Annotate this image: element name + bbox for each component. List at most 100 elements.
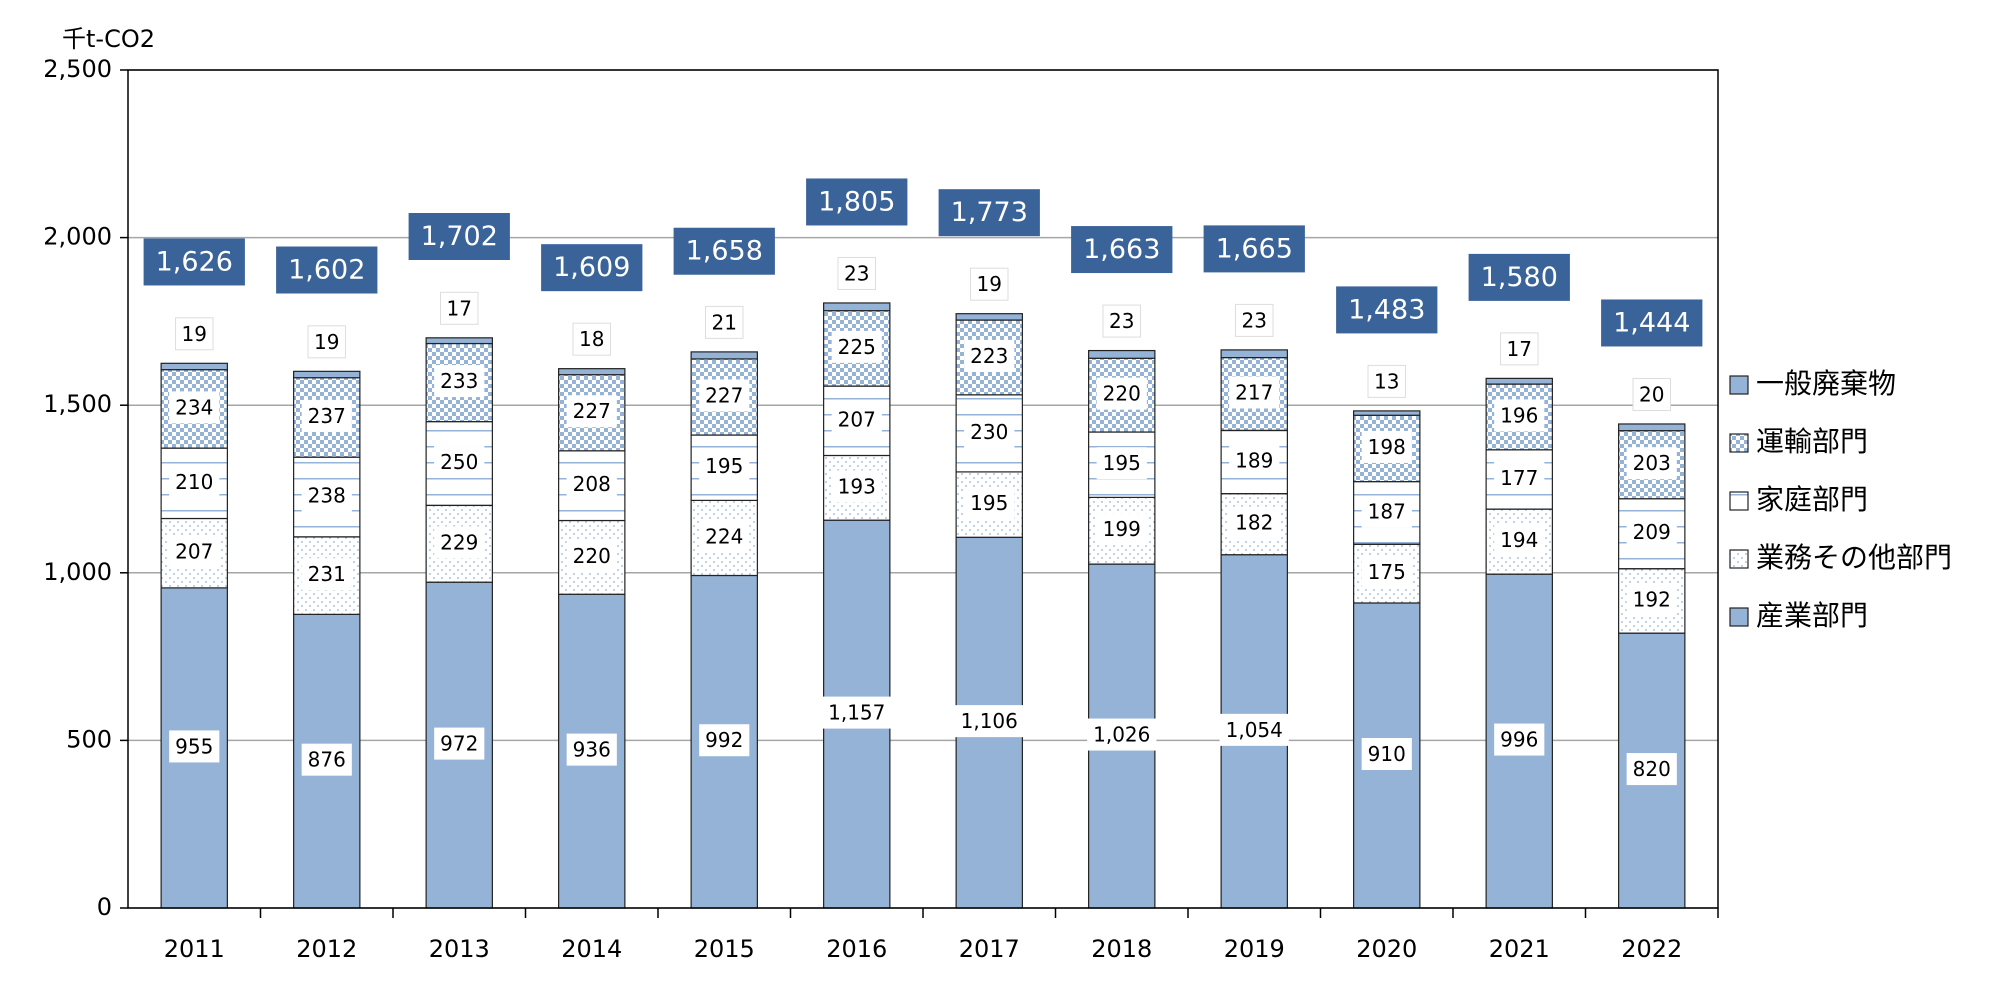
total-label: 1,663 xyxy=(1083,234,1160,265)
value-label-box xyxy=(831,330,882,363)
value-label-box xyxy=(434,526,485,559)
value-label-box xyxy=(434,446,485,479)
value-label-box xyxy=(1229,376,1280,409)
value-label: 182 xyxy=(1235,511,1273,535)
total-label: 1,580 xyxy=(1481,262,1558,293)
value-label-box xyxy=(1626,516,1677,549)
total-label-box xyxy=(673,227,775,275)
value-label: 19 xyxy=(182,322,207,346)
value-label: 175 xyxy=(1368,560,1406,584)
y-tick-label: 2,500 xyxy=(43,55,112,83)
value-label-box xyxy=(1494,524,1545,557)
total-label-box xyxy=(143,238,245,286)
value-label: 207 xyxy=(838,407,876,431)
value-label-box xyxy=(440,291,479,325)
bar-segment xyxy=(425,337,493,345)
value-label-box xyxy=(1494,399,1545,432)
value-label: 220 xyxy=(573,544,611,568)
value-label: 227 xyxy=(705,383,743,407)
total-label-box xyxy=(1601,299,1703,347)
value-label-box xyxy=(1494,461,1545,494)
value-label-box xyxy=(301,558,352,591)
value-label: 820 xyxy=(1633,757,1671,781)
value-label: 196 xyxy=(1500,403,1538,427)
value-label: 972 xyxy=(440,732,478,756)
value-label: 910 xyxy=(1368,742,1406,766)
bar-segment xyxy=(160,362,228,371)
value-label: 198 xyxy=(1368,435,1406,459)
y-unit: 千t-CO2 xyxy=(62,25,155,53)
value-label: 195 xyxy=(970,491,1008,515)
value-label-box xyxy=(572,322,611,356)
value-label-box xyxy=(964,487,1015,520)
total-label: 1,773 xyxy=(951,197,1028,228)
bar-segment xyxy=(823,302,891,312)
value-label: 224 xyxy=(705,524,743,548)
value-label-box xyxy=(566,468,617,501)
value-label: 177 xyxy=(1500,466,1538,490)
value-label: 194 xyxy=(1500,528,1538,552)
value-label-box xyxy=(837,256,876,290)
value-label: 208 xyxy=(573,472,611,496)
value-label: 936 xyxy=(573,738,611,762)
total-label: 1,609 xyxy=(553,252,630,283)
x-tick-label: 2019 xyxy=(1224,935,1285,963)
value-label-box xyxy=(1632,377,1671,411)
bar-segment xyxy=(1485,377,1553,385)
value-label-box xyxy=(1229,444,1280,477)
bar-segment xyxy=(690,351,758,360)
total-label: 1,602 xyxy=(288,255,365,286)
x-tick-label: 2014 xyxy=(561,935,622,963)
value-label: 238 xyxy=(308,484,346,508)
value-label-box xyxy=(1096,513,1147,546)
total-label: 1,483 xyxy=(1348,294,1425,325)
value-label-box xyxy=(699,450,750,483)
legend-swatch xyxy=(1729,607,1749,627)
value-label-box xyxy=(831,470,882,503)
legend-swatch xyxy=(1729,549,1749,569)
value-label: 13 xyxy=(1374,369,1399,393)
value-label-box xyxy=(301,399,352,432)
value-label: 195 xyxy=(705,454,743,478)
value-label-box xyxy=(566,733,617,766)
value-label-box xyxy=(1102,304,1141,338)
value-label-box xyxy=(822,696,892,729)
value-label-box xyxy=(1626,447,1677,480)
bar-segment xyxy=(955,313,1023,321)
value-label-box xyxy=(169,391,220,424)
bar-segment xyxy=(1088,349,1156,359)
value-label-box xyxy=(699,520,750,553)
value-label: 237 xyxy=(308,404,346,428)
value-label-box xyxy=(1361,556,1412,589)
value-label-box xyxy=(175,317,214,351)
bar-segment xyxy=(1353,410,1421,416)
value-label: 195 xyxy=(1103,451,1141,475)
legend-label: 産業部門 xyxy=(1756,599,1868,632)
value-label: 17 xyxy=(447,296,472,320)
value-label: 1,026 xyxy=(1093,723,1150,747)
plot-frame xyxy=(127,69,1719,909)
total-label: 1,444 xyxy=(1613,307,1690,338)
value-label: 955 xyxy=(175,734,213,758)
total-label: 1,626 xyxy=(156,246,233,277)
value-label-box xyxy=(1626,753,1677,786)
value-label: 220 xyxy=(1103,382,1141,406)
total-label-box xyxy=(1071,226,1173,274)
total-label: 1,658 xyxy=(686,236,763,267)
x-tick-label: 2020 xyxy=(1356,935,1417,963)
value-label-box xyxy=(1494,723,1545,756)
y-tick-label: 1,500 xyxy=(43,390,112,418)
y-tick-label: 0 xyxy=(97,893,112,921)
bar-segment xyxy=(293,370,361,379)
value-label: 210 xyxy=(175,470,213,494)
value-label-box xyxy=(169,535,220,568)
value-label: 18 xyxy=(579,327,604,351)
value-label: 192 xyxy=(1633,587,1671,611)
total-label-box xyxy=(408,212,510,260)
value-label-box xyxy=(1219,713,1289,746)
value-label: 23 xyxy=(1109,309,1134,333)
value-label-box xyxy=(1096,447,1147,480)
value-label: 223 xyxy=(970,344,1008,368)
value-label-box xyxy=(301,743,352,776)
value-label: 19 xyxy=(977,272,1002,296)
